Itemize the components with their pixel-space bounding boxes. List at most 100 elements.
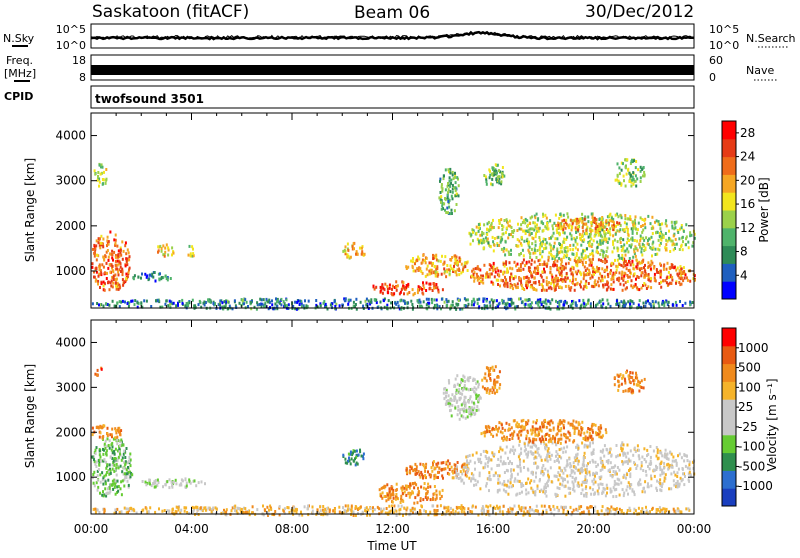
- velocity-cell: [415, 473, 417, 476]
- power-cell: [668, 230, 670, 233]
- power-cell: [665, 232, 667, 235]
- power-cell: [631, 179, 633, 182]
- power-cell: [661, 222, 663, 225]
- power-cell: [116, 278, 118, 281]
- power-cell: [624, 305, 626, 308]
- power-cell: [508, 253, 510, 256]
- power-cell: [99, 237, 101, 240]
- power-cell: [499, 284, 501, 287]
- power-cell: [114, 305, 116, 308]
- power-cell: [538, 230, 540, 233]
- velocity-cell: [622, 374, 624, 377]
- velocity-cell: [467, 415, 469, 418]
- velocity-cell: [621, 383, 623, 386]
- velocity-cell: [92, 456, 94, 459]
- velocity-cell: [538, 454, 540, 457]
- power-cell: [566, 254, 568, 257]
- power-cell: [612, 234, 614, 237]
- power-cell: [605, 254, 607, 257]
- power-cell: [446, 264, 448, 267]
- power-cell: [574, 257, 576, 260]
- power-cell: [587, 216, 589, 219]
- power-cell: [271, 303, 273, 306]
- power-cell: [111, 256, 113, 259]
- power-cell: [347, 253, 349, 256]
- power-cell: [483, 232, 485, 235]
- power-cell: [621, 254, 623, 257]
- power-cell: [159, 245, 161, 248]
- power-cell: [603, 238, 605, 241]
- power-cell: [619, 271, 621, 274]
- power-cell: [577, 261, 579, 264]
- power-cell: [96, 302, 98, 305]
- power-colorbar-tick-label: 4: [740, 268, 748, 282]
- velocity-cell: [630, 449, 632, 452]
- power-cell: [563, 301, 565, 304]
- velocity-cell: [677, 480, 679, 483]
- power-cell: [452, 171, 454, 174]
- velocity-cell: [155, 479, 157, 482]
- velocity-cell: [647, 482, 649, 485]
- power-cell: [644, 223, 646, 226]
- power-cell: [635, 247, 637, 250]
- velocity-cell: [629, 380, 631, 383]
- velocity-cell: [468, 388, 470, 391]
- velocity-cell: [519, 440, 521, 443]
- power-cell: [491, 272, 493, 275]
- velocity-cell: [643, 386, 645, 389]
- power-cell: [665, 301, 667, 304]
- velocity-cell: [443, 392, 445, 395]
- power-cell: [636, 286, 638, 289]
- velocity-cell: [602, 434, 604, 437]
- velocity-cell: [499, 481, 501, 484]
- power-cell: [559, 213, 561, 216]
- power-cell: [590, 258, 592, 261]
- velocity-cell: [496, 433, 498, 436]
- power-cell: [641, 271, 643, 274]
- power-cell: [489, 170, 491, 173]
- power-cell: [425, 261, 427, 264]
- power-cell: [586, 232, 588, 235]
- velocity-cell: [555, 443, 557, 446]
- power-cell: [590, 221, 592, 224]
- velocity-cell: [386, 483, 388, 486]
- power-cell: [562, 228, 564, 231]
- power-cell: [550, 267, 552, 270]
- power-cell: [504, 253, 506, 256]
- power-cell: [443, 267, 445, 270]
- velocity-cell: [624, 452, 626, 455]
- velocity-cell: [402, 500, 404, 503]
- velocity-cell: [558, 466, 560, 469]
- power-cell: [541, 243, 543, 246]
- power-cell: [617, 215, 619, 218]
- velocity-cell: [389, 487, 391, 490]
- velocity-cell: [573, 485, 575, 488]
- power-cell: [450, 259, 452, 262]
- velocity-cell: [574, 432, 576, 435]
- power-cell: [490, 245, 492, 248]
- power-cell: [546, 289, 548, 292]
- velocity-cell: [629, 472, 631, 475]
- velocity-cell: [673, 471, 675, 474]
- power-cell: [535, 235, 537, 238]
- velocity-cell: [346, 462, 348, 465]
- power-cell: [427, 265, 429, 268]
- power-cell: [627, 218, 629, 221]
- power-cell: [461, 263, 463, 266]
- velocity-cell: [124, 456, 126, 459]
- power-cell: [517, 282, 519, 285]
- power-cell: [511, 226, 513, 229]
- velocity-cell: [493, 474, 495, 477]
- power-cell: [625, 254, 627, 257]
- power-cell: [485, 276, 487, 279]
- power-cell: [523, 254, 525, 257]
- velocity-cell: [387, 494, 389, 497]
- velocity-cell: [600, 450, 602, 453]
- velocity-cell: [479, 396, 481, 399]
- power-cell: [541, 289, 543, 292]
- power-cell: [641, 254, 643, 257]
- velocity-cell: [650, 484, 652, 487]
- power-cell: [419, 305, 421, 308]
- power-cell: [435, 275, 437, 278]
- velocity-cell: [500, 460, 502, 463]
